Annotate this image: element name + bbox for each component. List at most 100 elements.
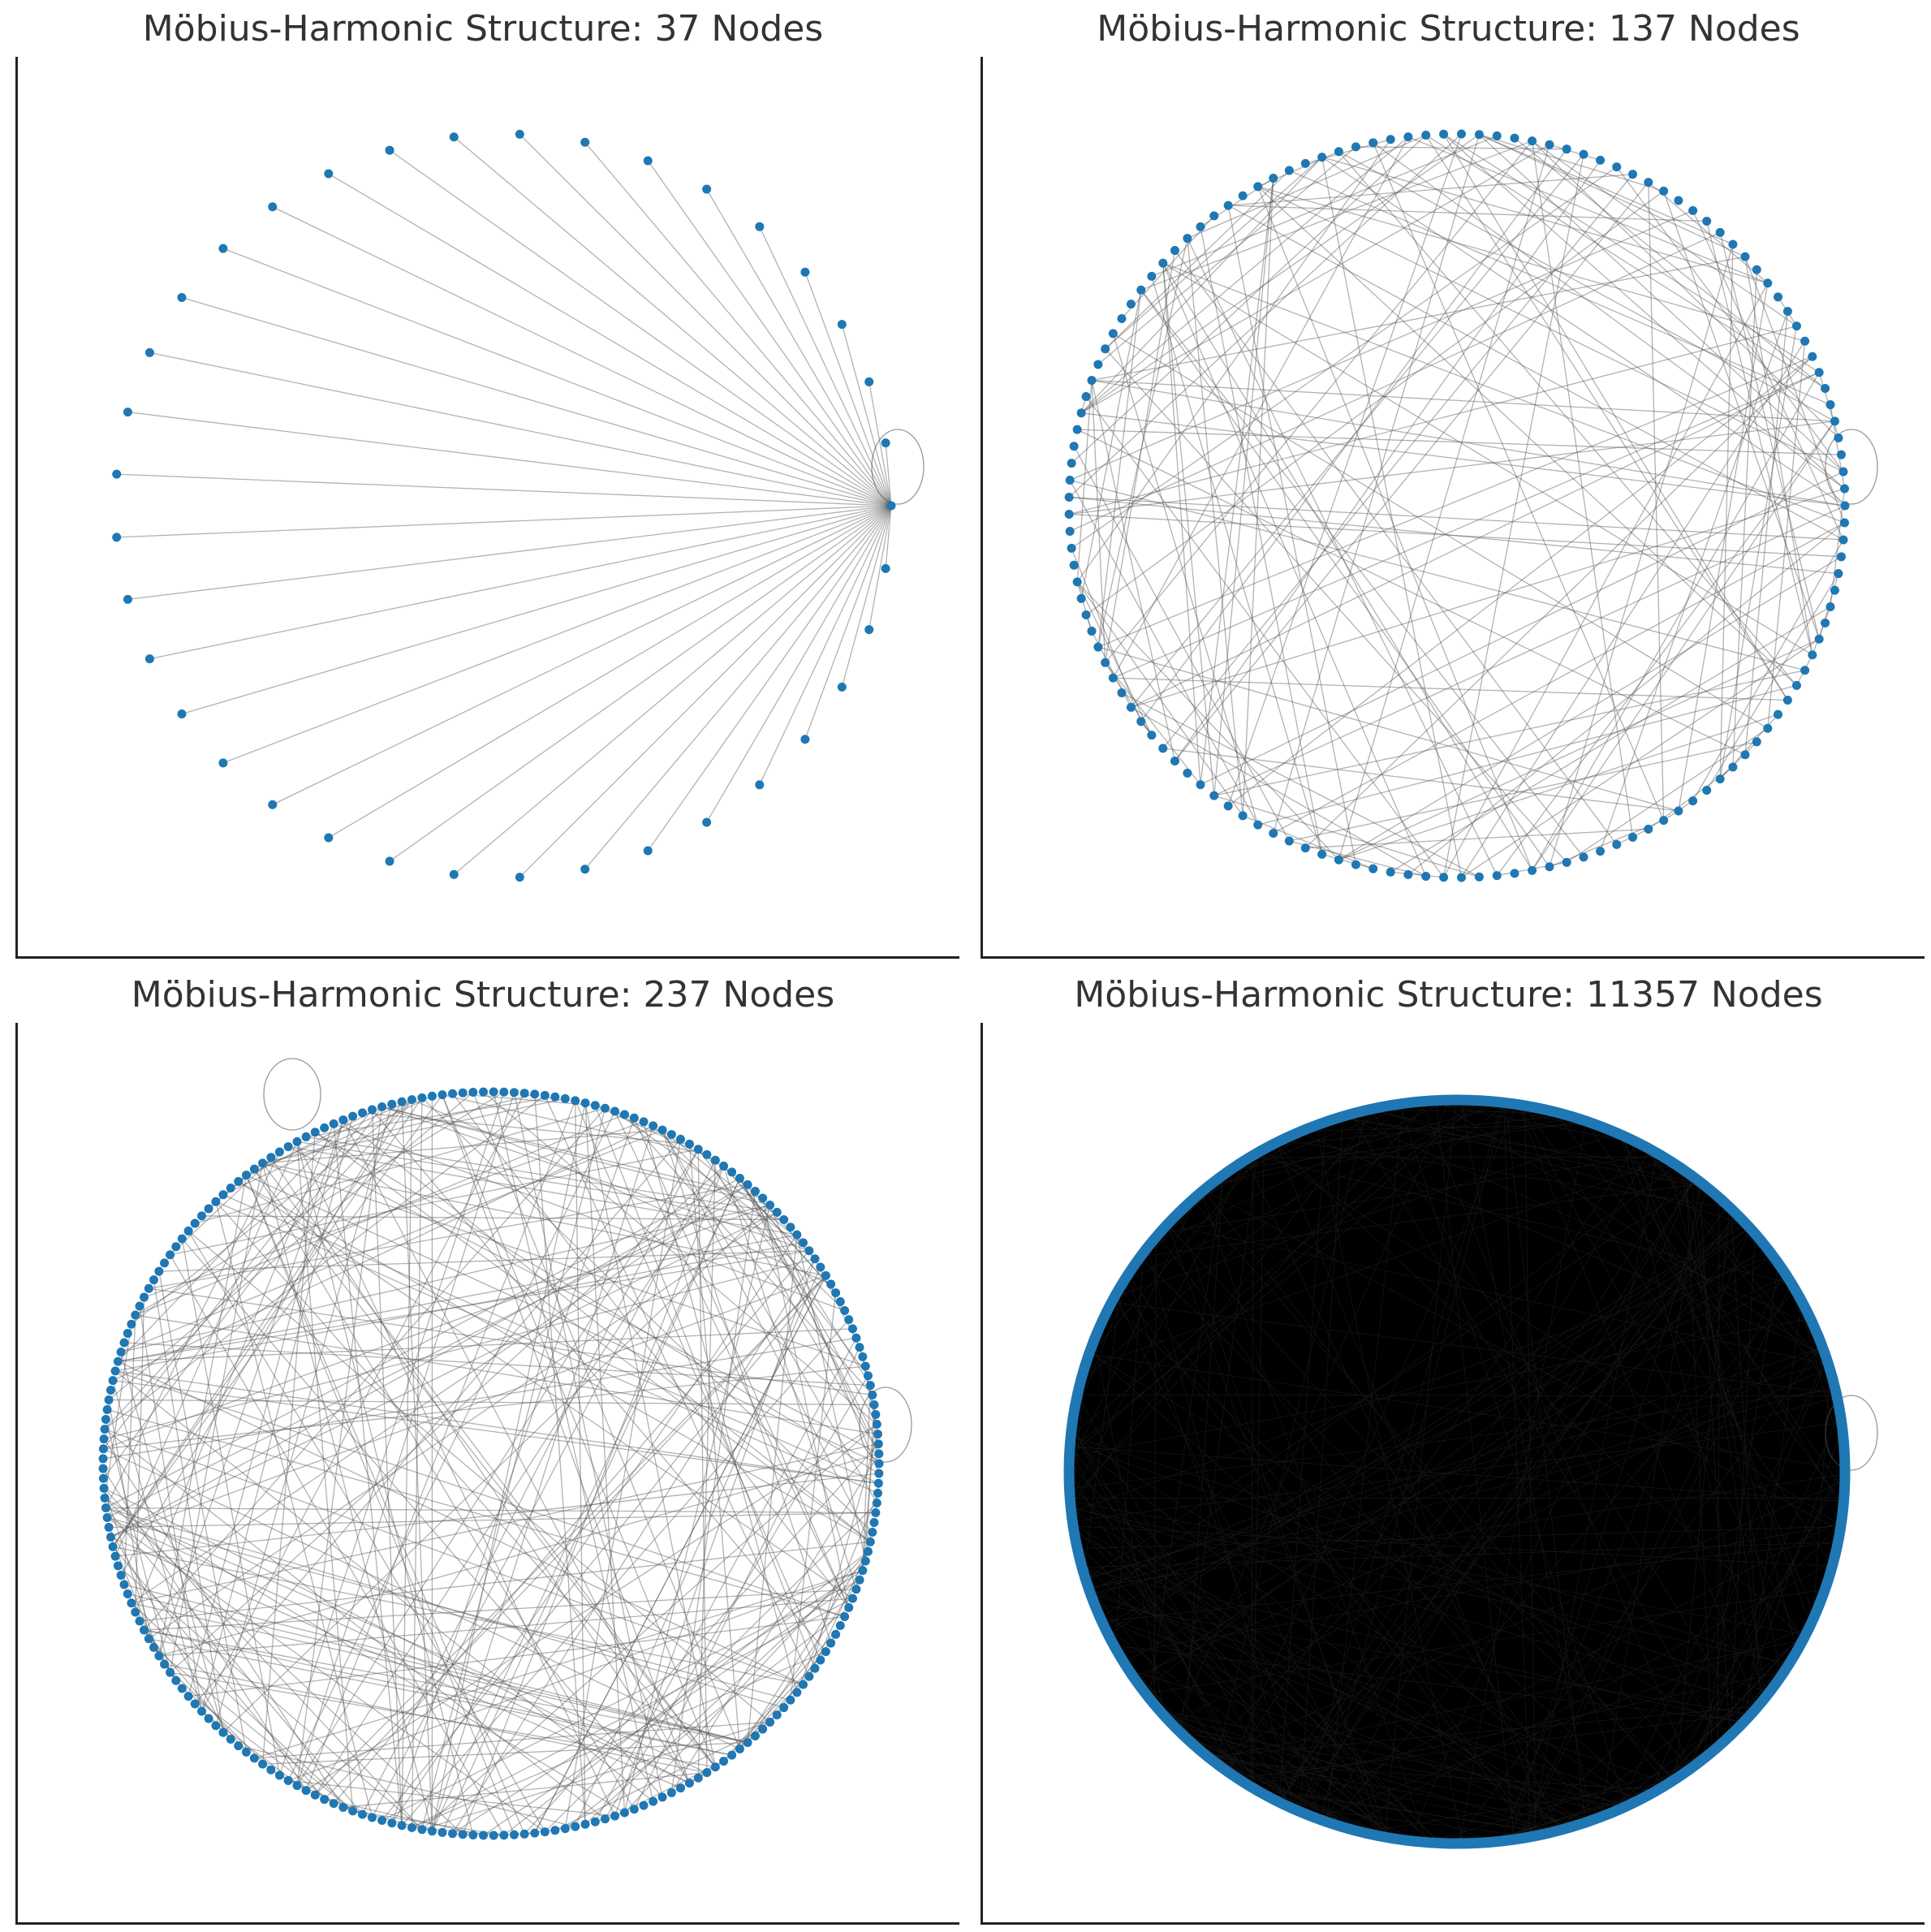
node: [499, 1087, 509, 1097]
node: [98, 1473, 108, 1483]
edge: [1303, 1106, 1502, 1809]
edge: [1663, 191, 1820, 640]
edge: [158, 1453, 880, 1657]
node: [560, 1093, 570, 1103]
edge: [110, 1184, 748, 1538]
node: [387, 1099, 397, 1109]
edge: [412, 1651, 826, 1828]
edge: [123, 1315, 136, 1585]
node: [1439, 129, 1449, 139]
edge: [1479, 134, 1746, 257]
edge: [1073, 1467, 1425, 1838]
edge: [1648, 182, 1769, 284]
edge: [421, 1097, 873, 1533]
edge: [1227, 356, 1813, 807]
edge: [864, 1404, 875, 1562]
edge: [371, 1110, 403, 1826]
edge: [604, 1375, 869, 1820]
node: [1317, 849, 1327, 859]
edge: [554, 1728, 763, 1831]
edge: [181, 1238, 663, 1798]
node: [104, 1395, 114, 1404]
node: [249, 1753, 259, 1763]
node: [1065, 476, 1075, 485]
node: [110, 1551, 120, 1561]
edge: [1074, 1167, 1244, 1493]
edge: [1074, 1106, 1502, 1447]
edge: [1461, 1104, 1591, 1816]
node: [310, 1790, 320, 1800]
edge: [246, 1099, 412, 1176]
node: [135, 1616, 144, 1626]
self-loop: [859, 1386, 912, 1463]
node: [258, 1759, 268, 1769]
edge: [1532, 140, 1797, 327]
node: [177, 1234, 187, 1244]
edge: [1668, 1478, 1841, 1778]
edge: [1121, 215, 1215, 319]
edge: [1227, 205, 1357, 865]
edge: [1140, 140, 1532, 291]
edge: [1304, 1134, 1820, 1352]
edge: [1085, 396, 1445, 878]
edge: [215, 1201, 373, 1818]
edge: [1213, 1482, 1840, 1757]
edge: [1081, 412, 1846, 507]
node: [860, 1361, 870, 1371]
edge: [1441, 1766, 1686, 1839]
edge: [1206, 1193, 1664, 1781]
edge: [1528, 1110, 1830, 1561]
node: [144, 1283, 153, 1293]
node: [1659, 816, 1669, 826]
edge: [1282, 1116, 1554, 1145]
edge: [1172, 1226, 1823, 1364]
node: [869, 1399, 879, 1409]
node: [1126, 702, 1136, 712]
node: [99, 1483, 109, 1493]
node: [758, 1724, 768, 1734]
edge: [1323, 1629, 1804, 1817]
node: [324, 169, 334, 179]
node: [1065, 526, 1075, 536]
edge: [149, 351, 892, 507]
edge: [222, 1095, 433, 1196]
edge: [1304, 356, 1813, 849]
node: [1101, 344, 1110, 354]
edge: [278, 1092, 505, 1776]
edge: [1443, 133, 1820, 373]
edge: [1200, 471, 1844, 786]
edge: [1085, 190, 1665, 616]
nodes-group: [1064, 129, 1850, 882]
edge: [747, 1184, 880, 1455]
node: [110, 1366, 120, 1376]
edge: [1274, 1793, 1377, 1831]
edge: [103, 1365, 866, 1450]
node: [449, 869, 459, 879]
edge: [662, 1129, 877, 1503]
panel-title: Möbius-Harmonic Structure: 237 Nodes: [131, 974, 835, 1016]
edge: [1411, 1181, 1692, 1836]
edge: [106, 1507, 876, 1514]
edge: [114, 1370, 879, 1484]
node: [1439, 873, 1449, 882]
node: [1334, 147, 1343, 157]
edge: [1162, 262, 1813, 656]
node: [1269, 828, 1278, 838]
edge: [279, 1775, 363, 1815]
node: [177, 709, 187, 718]
node: [98, 1444, 108, 1454]
node: [1740, 252, 1750, 261]
edge: [452, 1093, 596, 1106]
node: [1183, 234, 1192, 244]
edge: [1566, 727, 1769, 863]
edge: [483, 1091, 877, 1425]
edge: [1200, 226, 1323, 855]
node: [292, 1136, 302, 1146]
edge: [1195, 1203, 1687, 1766]
node: [1814, 368, 1824, 377]
edge: [1123, 1291, 1530, 1833]
node: [320, 1795, 330, 1805]
edge: [1289, 840, 1426, 878]
edge: [135, 1123, 334, 1613]
node: [1196, 222, 1205, 231]
